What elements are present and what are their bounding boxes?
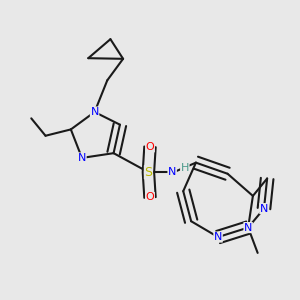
Text: H: H (181, 164, 189, 173)
Text: N: N (244, 223, 252, 232)
Text: S: S (144, 166, 152, 179)
Text: O: O (146, 142, 154, 152)
Text: N: N (214, 232, 222, 242)
Text: N: N (90, 107, 99, 117)
Text: N: N (78, 153, 86, 163)
Text: N: N (260, 204, 268, 214)
Text: N: N (168, 167, 176, 177)
Text: O: O (146, 193, 154, 202)
